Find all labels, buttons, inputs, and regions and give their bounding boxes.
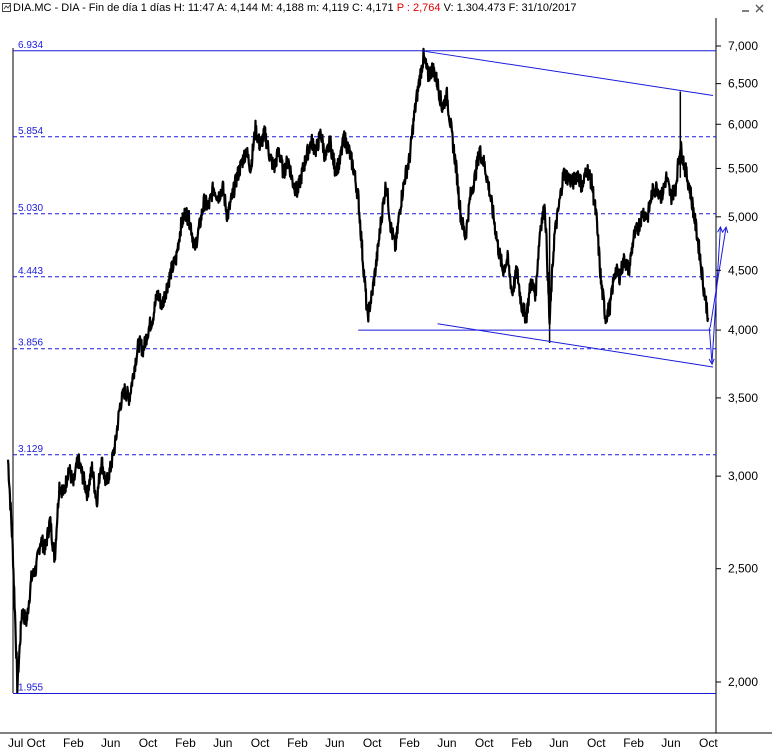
plot-frame [0,18,772,734]
x-tick-label-17: Feb [623,736,644,750]
minimize-icon[interactable] [740,3,751,14]
close-icon[interactable] [754,3,765,14]
x-tick-label-1: Oct [27,736,46,750]
x-axis: Jul Oct Feb Jun Oct Feb Jun Oct Feb Jun Oct Feb Jun O… [8,736,718,750]
projection-arrow-2 [709,226,727,328]
y-tick-label-5: 4,500 [728,263,758,277]
y-tick-label-1: 2,500 [728,562,758,576]
projection-arrow-1 [711,227,721,362]
projection-arrowhead-1 [717,225,724,233]
y-tick-label-8: 6,000 [728,117,758,131]
x-tick-label-12: Jun [437,736,456,750]
header-period: Fin de día 1 días [88,2,171,14]
header-date: F: 31/10/2017 [508,2,577,14]
y-tick-label-6: 5,000 [728,210,758,224]
x-tick-label-10: Oct [363,736,382,750]
y-tick-label-3: 3,500 [728,391,758,405]
y-tick-label-10: 7,000 [728,39,758,53]
level-label-6: 1.955 [18,683,43,694]
x-tick-label-9: Jun [325,736,344,750]
trendlines [358,50,729,368]
price-line [6,47,710,694]
y-tick-label-9: 6,500 [728,77,758,91]
x-tick-label-8: Feb [287,736,308,750]
header-close: C: 4,171 [352,2,394,14]
x-tick-label-15: Jun [549,736,568,750]
trendline-2 [437,323,714,368]
horizontal-levels: 6.934 5.854 5.030 4.443 3.856 3.129 1.955 [13,40,716,695]
x-tick-label-11: Feb [399,736,420,750]
y-axis: 2,000 2,500 3,000 3,500 4,000 4,500 5,000 5,500… [716,39,758,689]
trendline-0 [421,50,714,96]
chart-symbol-icon [2,3,11,12]
x-tick-label-3: Jun [101,736,120,750]
projection-arrowhead-0 [708,358,715,366]
x-tick-label-13: Oct [475,736,494,750]
level-label-3: 4.443 [18,266,43,277]
projection-arrowhead-2 [722,225,729,233]
header-volume: V: 1.304.473 [443,2,506,14]
x-tick-label-6: Jun [213,736,232,750]
header-high: H: 11:47 [173,2,215,14]
price-series [6,47,710,694]
header-min: m: 4,119 [306,2,349,14]
x-tick-label-5: Feb [175,736,196,750]
y-tick-label-0: 2,000 [728,675,758,689]
header-name: DIA [61,2,80,14]
chart-header-text: DIA.MC - DIA - Fin de día 1 días H: 11:4… [13,2,577,14]
chart-title-bar: DIA.MC - DIA - Fin de día 1 días H: 11:4… [0,0,772,18]
header-pct: P : 2,764 [396,2,441,14]
level-label-4: 3.856 [18,338,43,349]
x-tick-label-14: Feb [511,736,532,750]
x-tick-label-16: Oct [587,736,606,750]
x-tick-label-18: Jun [661,736,680,750]
x-tick-label-2: Feb [63,736,84,750]
projection-arrow-0 [708,327,713,365]
y-tick-label-2: 3,000 [728,469,758,483]
window-controls [740,3,766,15]
level-label-5: 3.129 [18,444,43,455]
x-tick-label-0: Jul [8,736,23,750]
x-tick-label-4: Oct [139,736,158,750]
y-tick-label-4: 4,000 [728,323,758,337]
x-tick-label-19: Oct [699,736,718,750]
y-tick-label-7: 5,500 [728,161,758,175]
level-label-0: 6.934 [18,40,43,51]
level-label-2: 5.030 [18,203,43,214]
header-max: M: 4,188 [261,2,304,14]
header-symbol: DIA.MC [13,2,52,14]
header-open: A: 4,144 [217,2,259,14]
level-label-1: 5.854 [18,126,43,137]
x-tick-label-7: Oct [251,736,270,750]
